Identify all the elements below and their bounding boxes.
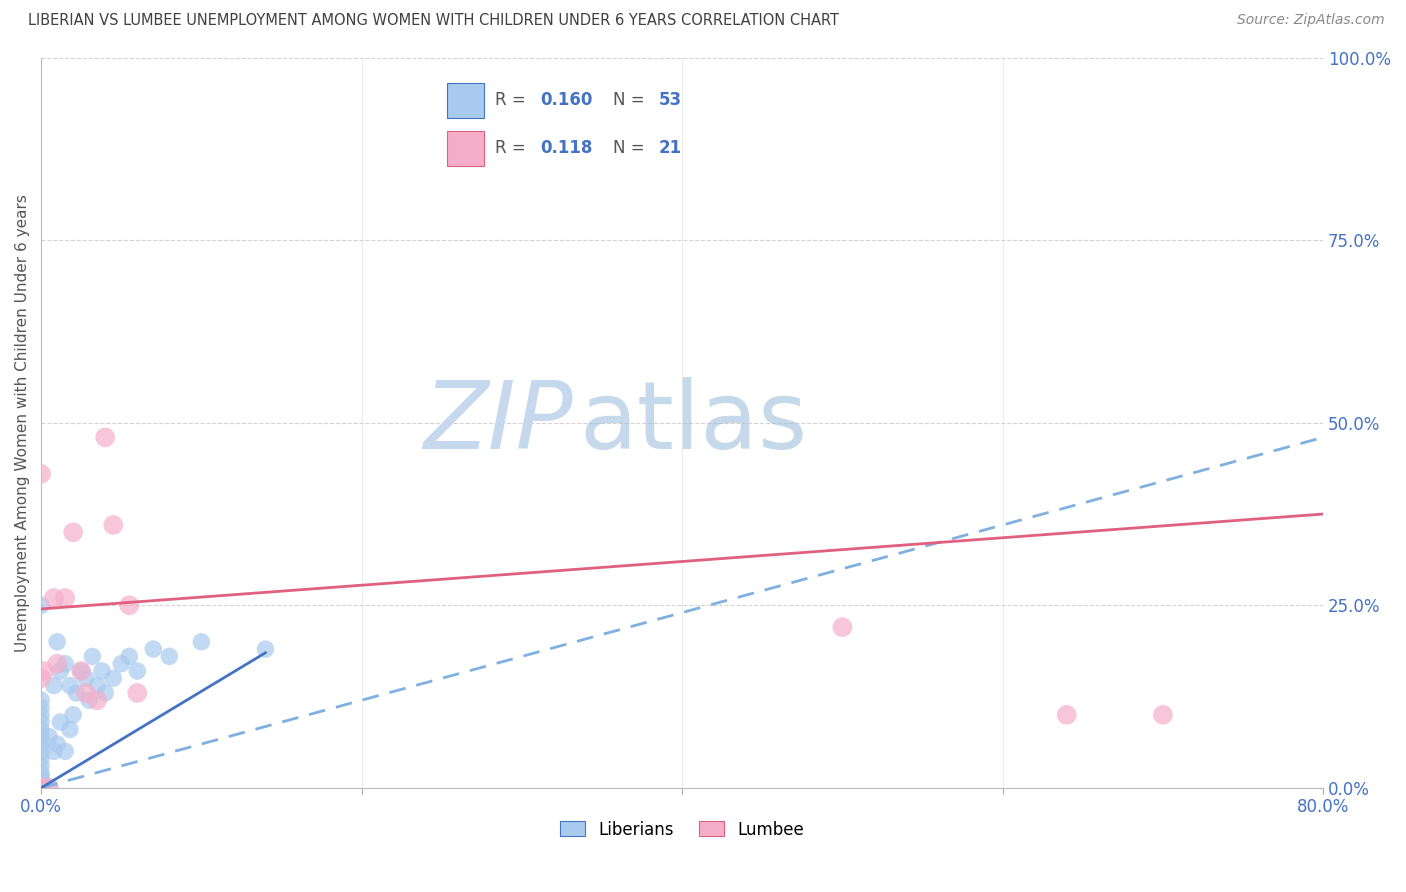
Point	[62, 707, 84, 722]
Point	[30, 759, 52, 773]
Point	[42, 679, 65, 693]
Point	[30, 751, 52, 765]
Point	[38, 730, 60, 744]
Point	[30, 780, 52, 795]
Point	[30, 780, 52, 795]
Point	[30, 467, 52, 481]
Point	[42, 744, 65, 758]
Point	[30, 693, 52, 707]
Point	[46, 737, 69, 751]
Point	[30, 671, 52, 685]
Point	[38, 780, 60, 795]
Point	[30, 723, 52, 737]
Point	[30, 730, 52, 744]
Point	[30, 715, 52, 730]
Point	[30, 780, 52, 795]
Point	[103, 518, 125, 533]
Point	[94, 686, 117, 700]
Point	[53, 591, 76, 605]
Point	[70, 664, 93, 678]
Point	[59, 679, 82, 693]
Point	[254, 642, 277, 657]
Text: LIBERIAN VS LUMBEE UNEMPLOYMENT AMONG WOMEN WITH CHILDREN UNDER 6 YEARS CORRELAT: LIBERIAN VS LUMBEE UNEMPLOYMENT AMONG WO…	[28, 13, 839, 29]
Point	[30, 780, 52, 795]
Point	[30, 780, 52, 795]
Point	[86, 693, 108, 707]
Point	[30, 599, 52, 613]
Point	[82, 649, 104, 664]
Point	[30, 773, 52, 788]
Point	[190, 635, 212, 649]
Text: Source: ZipAtlas.com: Source: ZipAtlas.com	[1237, 13, 1385, 28]
Point	[34, 664, 56, 678]
Point	[65, 686, 87, 700]
Point	[53, 744, 76, 758]
Point	[91, 664, 114, 678]
Point	[75, 686, 97, 700]
Legend: Liberians, Lumbee: Liberians, Lumbee	[554, 814, 811, 846]
Point	[49, 664, 72, 678]
Point	[30, 737, 52, 751]
Point	[157, 649, 180, 664]
Point	[30, 707, 52, 722]
Point	[127, 686, 149, 700]
Point	[30, 780, 52, 795]
Point	[86, 679, 108, 693]
Point	[142, 642, 165, 657]
Point	[103, 671, 125, 685]
Point	[1152, 707, 1174, 722]
Y-axis label: Unemployment Among Women with Children Under 6 years: Unemployment Among Women with Children U…	[15, 194, 30, 652]
Point	[42, 591, 65, 605]
Point	[118, 599, 141, 613]
Point	[30, 780, 52, 795]
Point	[127, 664, 149, 678]
Point	[77, 693, 100, 707]
Point	[62, 525, 84, 540]
Point	[38, 780, 60, 795]
Point	[30, 780, 52, 795]
Point	[53, 657, 76, 671]
Point	[70, 664, 93, 678]
Point	[46, 657, 69, 671]
Point	[59, 723, 82, 737]
Point	[118, 649, 141, 664]
Point	[49, 715, 72, 730]
Text: atlas: atlas	[579, 376, 808, 469]
Point	[831, 620, 853, 634]
Point	[46, 635, 69, 649]
Point	[30, 770, 52, 784]
Point	[110, 657, 132, 671]
Point	[30, 780, 52, 795]
Point	[30, 780, 52, 795]
Point	[94, 430, 117, 444]
Point	[30, 744, 52, 758]
Point	[30, 766, 52, 780]
Text: ZIP: ZIP	[423, 377, 574, 468]
Point	[30, 700, 52, 714]
Point	[30, 780, 52, 795]
Point	[30, 780, 52, 795]
Point	[75, 671, 97, 685]
Point	[1056, 707, 1078, 722]
Point	[30, 780, 52, 795]
